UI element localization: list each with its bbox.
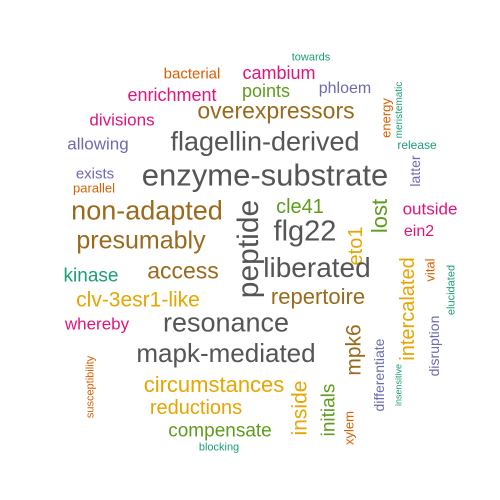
word-points: points xyxy=(241,81,291,101)
word-allowing: allowing xyxy=(67,134,129,154)
word-insensitive: insensitive xyxy=(393,363,404,407)
word-repertoire: repertoire xyxy=(270,284,366,309)
word-bacterial: bacterial xyxy=(163,65,221,83)
word-reductions: reductions xyxy=(149,397,243,419)
word-circumstances: circumstances xyxy=(143,372,285,397)
word-non-adapted: non-adapted xyxy=(71,195,223,226)
word-overexpressors: overexpressors xyxy=(197,97,355,124)
word-differentiate: differentiate xyxy=(371,338,387,412)
word-disruption: disruption xyxy=(426,315,442,377)
word-vital: vital xyxy=(422,258,438,282)
word-flagellin-derived: flagellin-derived xyxy=(170,126,360,157)
word-outside: outside xyxy=(402,199,458,219)
word-lost: lost xyxy=(367,198,392,234)
word-towards: towards xyxy=(291,51,331,64)
word-whereby: whereby xyxy=(64,314,130,334)
word-phloem: phloem xyxy=(318,80,372,97)
word-cambium: cambium xyxy=(242,63,316,83)
word-cle41: cle41 xyxy=(276,196,324,218)
word-enrichment: enrichment xyxy=(127,85,217,105)
word-inside: inside xyxy=(288,380,312,436)
word-resonance: resonance xyxy=(162,307,290,338)
word-susceptibility: susceptibility xyxy=(84,355,97,419)
word-mapk-mediated: mapk-mediated xyxy=(136,338,316,368)
word-energy: energy xyxy=(378,98,394,138)
word-peptide: peptide xyxy=(232,199,265,299)
word-liberated: liberated xyxy=(263,252,371,283)
word-access: access xyxy=(147,257,219,284)
word-ein2: ein2 xyxy=(403,223,435,240)
word-enzyme-substrate: enzyme-substrate xyxy=(141,157,389,193)
word-divisions: divisions xyxy=(89,110,155,130)
word-parallel: parallel xyxy=(73,180,115,196)
word-presumably: presumably xyxy=(76,226,206,255)
word-release: release xyxy=(397,138,437,152)
word-blocking: blocking xyxy=(198,441,240,454)
word-clv-3esr1-like: clv-3esr1-like xyxy=(76,288,200,312)
word-mpk6: mpk6 xyxy=(342,324,366,376)
word-intercalated: intercalated xyxy=(397,257,419,361)
word-exists: exists xyxy=(75,165,115,183)
word-elucidated: elucidated xyxy=(445,264,458,316)
word-xylem: xylem xyxy=(341,411,357,445)
word-flg22: flg22 xyxy=(273,215,337,248)
word-compensate: compensate xyxy=(168,420,272,442)
word-kinase: kinase xyxy=(63,265,119,287)
word-meristematic: meristematic xyxy=(394,81,405,139)
word-latter: latter xyxy=(407,155,423,187)
word-initials: initials xyxy=(318,383,340,437)
